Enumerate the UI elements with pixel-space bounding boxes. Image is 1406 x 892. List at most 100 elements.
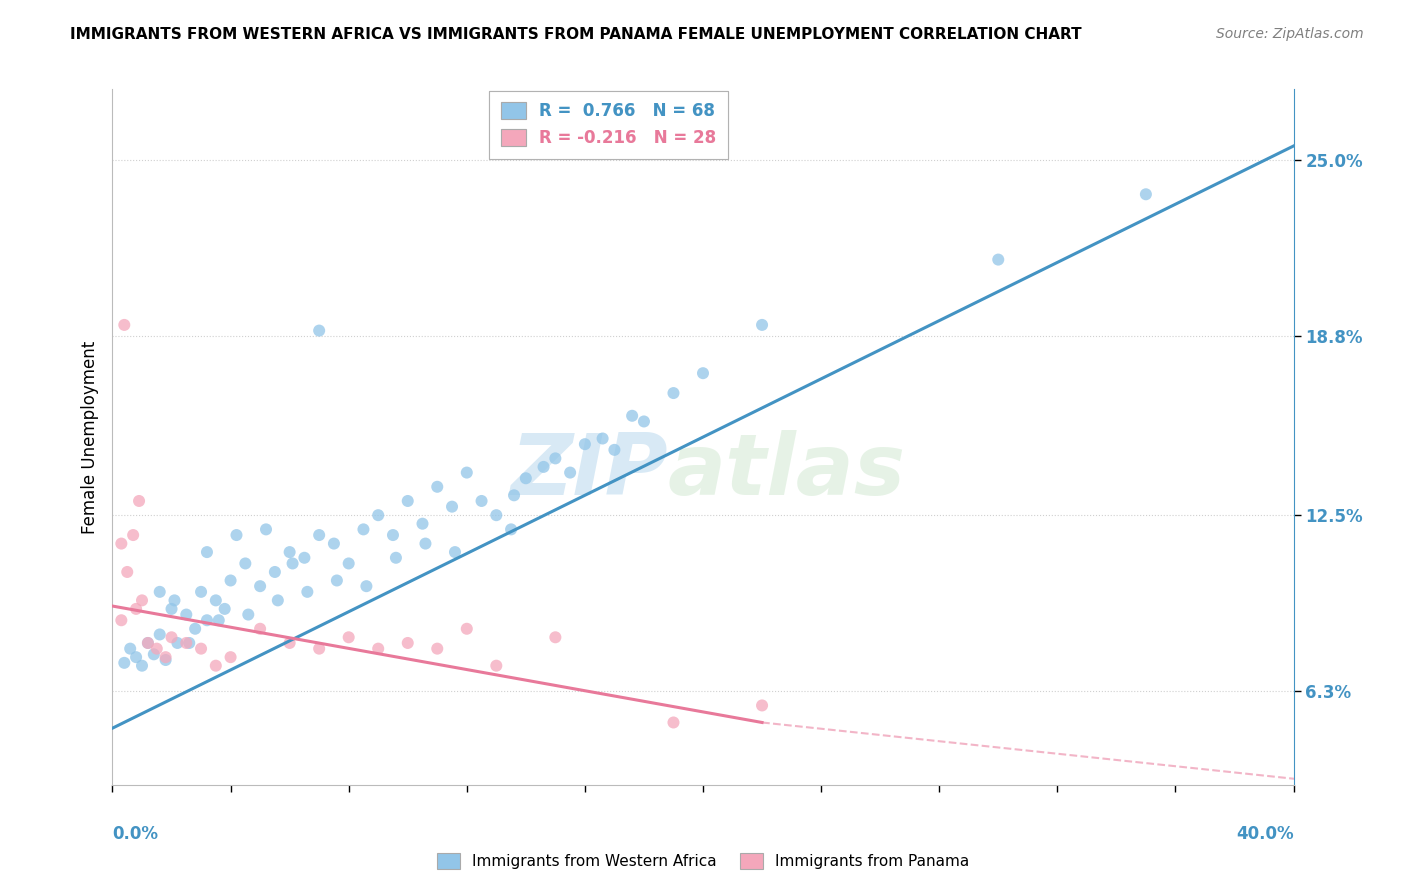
Point xyxy=(308,641,330,656)
Point xyxy=(125,602,148,616)
Point xyxy=(367,508,389,523)
Text: Source: ZipAtlas.com: Source: ZipAtlas.com xyxy=(1216,27,1364,41)
Point xyxy=(503,488,526,502)
Point xyxy=(267,593,290,607)
Point xyxy=(621,409,644,423)
Point xyxy=(485,508,508,523)
Point xyxy=(131,658,153,673)
Point xyxy=(356,579,378,593)
Point xyxy=(544,451,567,466)
Point xyxy=(184,622,207,636)
Point xyxy=(264,565,287,579)
Point xyxy=(415,536,437,550)
Point xyxy=(174,607,197,622)
Point xyxy=(195,545,218,559)
Point xyxy=(136,636,159,650)
Point xyxy=(219,650,242,665)
Point xyxy=(225,528,247,542)
Point xyxy=(560,466,582,480)
Point xyxy=(208,613,231,627)
Point xyxy=(485,658,508,673)
Point xyxy=(297,585,319,599)
Point xyxy=(515,471,537,485)
Point xyxy=(470,494,494,508)
Point xyxy=(146,641,169,656)
Point xyxy=(233,557,256,571)
Point xyxy=(249,622,271,636)
Text: ZIP: ZIP xyxy=(510,430,668,514)
Point xyxy=(382,528,405,542)
Point xyxy=(195,613,218,627)
Point xyxy=(751,318,773,332)
Point xyxy=(238,607,260,622)
Point xyxy=(163,593,186,607)
Point xyxy=(396,636,419,650)
Point xyxy=(396,494,419,508)
Text: 40.0%: 40.0% xyxy=(1236,825,1294,843)
Point xyxy=(155,653,177,667)
Point xyxy=(412,516,434,531)
Point xyxy=(214,602,236,616)
Point xyxy=(603,442,626,457)
Point xyxy=(592,432,614,446)
Point xyxy=(160,630,183,644)
Point xyxy=(987,252,1010,267)
Point xyxy=(190,585,212,599)
Point xyxy=(120,641,142,656)
Point xyxy=(426,480,449,494)
Point xyxy=(662,715,685,730)
Point xyxy=(662,386,685,401)
Point xyxy=(426,641,449,656)
Point xyxy=(149,627,172,641)
Point xyxy=(142,648,165,662)
Point xyxy=(501,522,523,536)
Point xyxy=(278,636,301,650)
Point xyxy=(456,466,478,480)
Legend: R =  0.766   N = 68, R = -0.216   N = 28: R = 0.766 N = 68, R = -0.216 N = 28 xyxy=(489,91,728,159)
Point xyxy=(254,522,277,536)
Point xyxy=(179,636,201,650)
Point xyxy=(112,318,135,332)
Point xyxy=(110,536,132,550)
Text: 0.0%: 0.0% xyxy=(112,825,159,843)
Point xyxy=(352,522,374,536)
Point xyxy=(337,630,360,644)
Point xyxy=(751,698,773,713)
Point xyxy=(574,437,596,451)
Point xyxy=(308,528,330,542)
Point xyxy=(281,557,304,571)
Point xyxy=(441,500,464,514)
Point xyxy=(444,545,467,559)
Point xyxy=(110,613,132,627)
Point xyxy=(326,574,349,588)
Point xyxy=(122,528,145,542)
Text: atlas: atlas xyxy=(668,430,905,514)
Point xyxy=(1135,187,1157,202)
Point xyxy=(385,550,408,565)
Point xyxy=(205,593,228,607)
Point xyxy=(367,641,389,656)
Point xyxy=(190,641,212,656)
Point xyxy=(166,636,188,650)
Y-axis label: Female Unemployment: Female Unemployment xyxy=(80,341,98,533)
Point xyxy=(117,565,138,579)
Point xyxy=(337,557,360,571)
Point xyxy=(174,636,197,650)
Point xyxy=(205,658,228,673)
Text: IMMIGRANTS FROM WESTERN AFRICA VS IMMIGRANTS FROM PANAMA FEMALE UNEMPLOYMENT COR: IMMIGRANTS FROM WESTERN AFRICA VS IMMIGR… xyxy=(70,27,1083,42)
Point xyxy=(112,656,135,670)
Point xyxy=(149,585,172,599)
Point xyxy=(308,324,330,338)
Point xyxy=(544,630,567,644)
Point xyxy=(155,650,177,665)
Point xyxy=(131,593,153,607)
Point xyxy=(125,650,148,665)
Point xyxy=(128,494,150,508)
Point xyxy=(278,545,301,559)
Point xyxy=(692,366,714,380)
Point xyxy=(160,602,183,616)
Point xyxy=(633,414,655,428)
Point xyxy=(323,536,346,550)
Point xyxy=(292,550,315,565)
Legend: Immigrants from Western Africa, Immigrants from Panama: Immigrants from Western Africa, Immigran… xyxy=(430,847,976,875)
